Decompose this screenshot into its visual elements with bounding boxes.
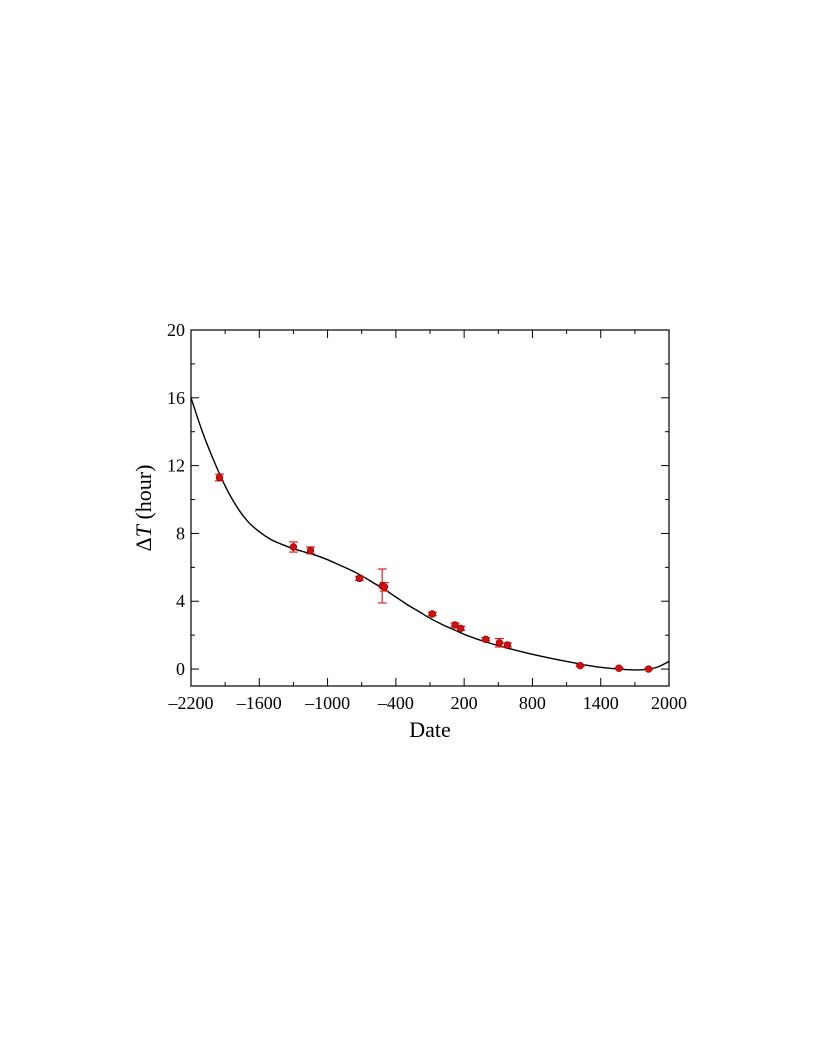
x-tick-label: 800 <box>519 693 546 713</box>
data-point <box>306 546 315 555</box>
y-tick-label: 12 <box>167 456 185 476</box>
y-tick-label: 16 <box>167 388 185 408</box>
y-axis-label-prefix: Δ <box>131 537 156 551</box>
data-point <box>289 543 298 551</box>
y-tick-label: 8 <box>176 523 185 543</box>
axis-ticks <box>190 329 670 686</box>
data-points <box>215 473 653 673</box>
plot-frame <box>190 329 670 687</box>
error-bars <box>214 473 654 671</box>
y-axis-label: ΔT (hour) <box>131 465 156 552</box>
x-tick-label: 1400 <box>583 693 619 713</box>
x-tick-label: –1000 <box>304 693 350 713</box>
y-axis-label-unit: (hour) <box>131 465 156 525</box>
y-tick-labels: 0 4 8 12 16 20 <box>167 320 185 679</box>
x-tick-label: 2000 <box>651 693 687 713</box>
x-axis-label: Date <box>409 717 451 742</box>
data-point <box>615 664 623 672</box>
data-point <box>428 610 436 618</box>
x-tick-label: 200 <box>451 693 478 713</box>
data-point <box>380 583 389 591</box>
y-tick-label: 0 <box>176 659 185 679</box>
data-point <box>482 635 490 644</box>
data-point <box>576 661 584 670</box>
data-point <box>495 639 504 647</box>
data-point <box>215 473 224 482</box>
data-point <box>644 665 653 673</box>
x-tick-label: –400 <box>377 693 414 713</box>
y-axis-label-variable: T <box>131 523 156 537</box>
data-point <box>355 574 364 583</box>
fit-curve <box>191 397 669 671</box>
y-tick-label: 4 <box>176 591 185 611</box>
x-tick-label: –2200 <box>168 693 214 713</box>
y-tick-label: 20 <box>167 320 185 340</box>
x-tick-label: –1600 <box>236 693 282 713</box>
data-point <box>457 624 465 633</box>
data-point <box>503 641 512 649</box>
data-point <box>451 621 459 629</box>
x-tick-labels: –2200 –1600 –1000 –400 200 800 1400 2000 <box>168 693 688 713</box>
